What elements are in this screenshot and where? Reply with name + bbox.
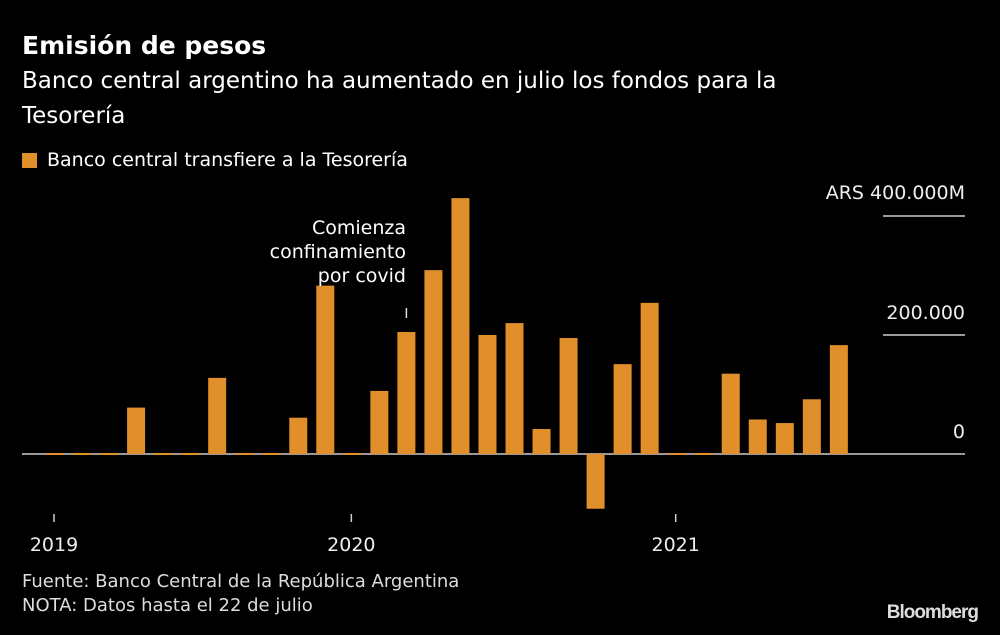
- bar-12: [370, 390, 389, 454]
- bar-6: [208, 377, 227, 454]
- bar-21: [613, 364, 632, 454]
- bar-4: [154, 453, 173, 455]
- bar-15: [451, 198, 470, 454]
- bar-25: [721, 373, 740, 454]
- bar-24: [694, 453, 713, 455]
- bar-8: [262, 453, 281, 455]
- x-tick-label-2019: 2019: [29, 534, 79, 556]
- data-note: NOTA: Datos hasta el 22 de julio: [22, 595, 313, 616]
- legend-swatch: [22, 152, 37, 168]
- legend-label: Banco central transfiere a la Tesorería: [47, 149, 408, 171]
- annotation-line: por covid: [317, 265, 406, 287]
- bar-29: [829, 345, 848, 454]
- x-tick-label-2021: 2021: [651, 534, 700, 556]
- y-tick-label-400000: ARS 400.000M: [825, 182, 965, 204]
- bar-10: [316, 285, 335, 454]
- bar-26: [748, 419, 767, 454]
- bar-5: [181, 453, 200, 455]
- bar-19: [559, 337, 578, 454]
- legend: Banco central transfiere a la Tesorería: [22, 149, 408, 171]
- covid-annotation: Comienza confinamiento por covid: [270, 216, 406, 288]
- bar-28: [802, 399, 821, 454]
- bar-27: [775, 423, 794, 454]
- bar-7: [235, 453, 254, 455]
- bar-20: [586, 454, 605, 509]
- bar-22: [640, 302, 659, 454]
- bar-3: [127, 407, 146, 454]
- bar-13: [397, 332, 416, 454]
- chart-title: Emisión de pesos: [22, 31, 267, 60]
- bar-1: [73, 453, 92, 455]
- bar-16: [478, 335, 497, 454]
- annotation-line: confinamiento: [269, 241, 406, 263]
- bar-11: [343, 453, 362, 455]
- annotation-line: Comienza: [311, 217, 406, 239]
- chart-subtitle: Banco central argentino ha aumentado en …: [22, 68, 777, 129]
- source-note: Fuente: Banco Central de la República Ar…: [22, 571, 460, 592]
- bar-2: [100, 453, 119, 455]
- x-tick-label-2020: 2020: [327, 534, 376, 556]
- bar-17: [505, 323, 524, 454]
- y-tick-label-0: 0: [952, 421, 965, 443]
- bar-14: [424, 270, 443, 454]
- bar-23: [667, 453, 686, 455]
- bloomberg-logo: Bloomberg: [886, 602, 979, 623]
- y-tick-label-200000: 200.000: [886, 302, 965, 324]
- bar-0: [46, 453, 64, 455]
- bar-18: [532, 429, 551, 454]
- bar-9: [289, 417, 308, 454]
